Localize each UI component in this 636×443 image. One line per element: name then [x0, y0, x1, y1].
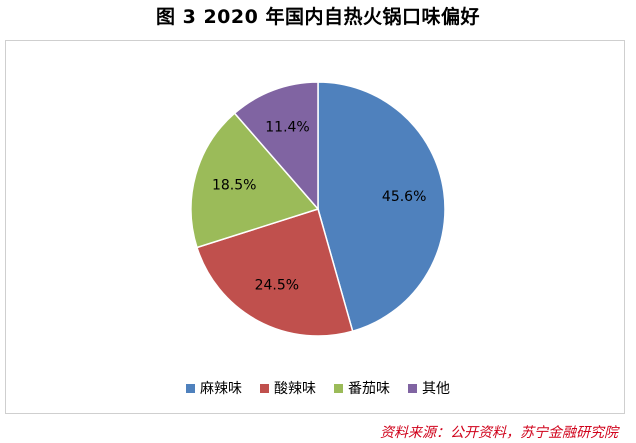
legend-label-3: 番茄味 — [348, 381, 390, 397]
data-label-3: 18.5% — [212, 178, 256, 194]
pie-slice-4 — [233, 81, 319, 212]
data-label-1: 45.6% — [382, 189, 426, 205]
legend: 麻辣味 酸辣味 番茄味 其他 — [0, 378, 636, 398]
legend-item-4: 其他 — [408, 378, 450, 398]
pie-slice-labels: 45.6% 24.5% 18.5% 11.4% — [212, 120, 426, 294]
legend-item-2: 酸辣味 — [260, 378, 316, 398]
legend-label-2: 酸辣味 — [274, 381, 316, 397]
legend-label-1: 麻辣味 — [200, 381, 242, 397]
legend-label-4: 其他 — [422, 381, 450, 397]
legend-swatch-1 — [186, 383, 195, 393]
pie-slice-3 — [190, 112, 320, 249]
pie-slices — [190, 81, 446, 337]
source-note: 资料来源：公开资料，苏宁金融研究院 — [380, 425, 618, 441]
legend-item-3: 番茄味 — [334, 378, 390, 398]
data-label-2: 24.5% — [255, 278, 299, 294]
legend-swatch-2 — [260, 383, 269, 393]
legend-swatch-4 — [408, 383, 417, 393]
legend-swatch-3 — [334, 383, 343, 393]
legend-item-1: 麻辣味 — [186, 378, 242, 398]
pie-slice-2 — [196, 208, 354, 337]
data-label-4: 11.4% — [265, 120, 309, 136]
pie-slice-1 — [317, 81, 446, 333]
chart-title: 图 3 2020 年国内自热火锅口味偏好 — [156, 6, 480, 28]
